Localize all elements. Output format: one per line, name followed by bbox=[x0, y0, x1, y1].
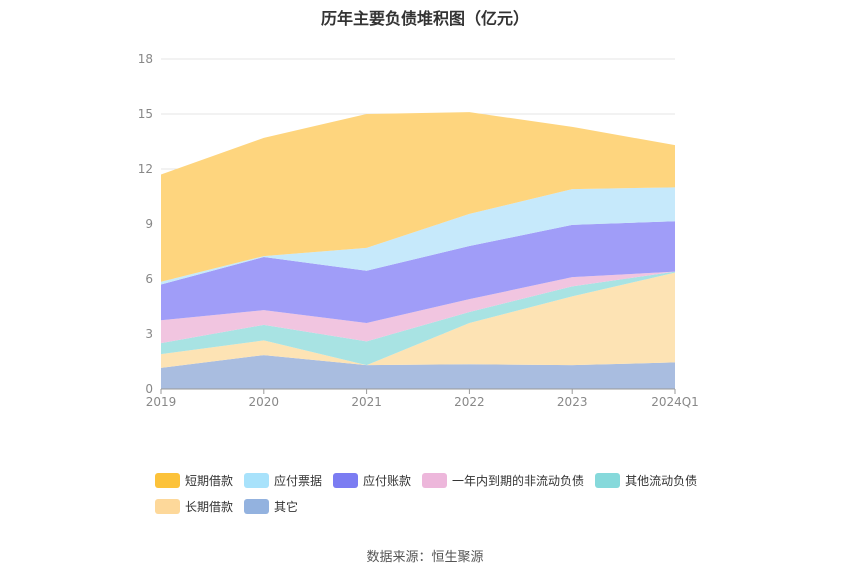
legend-label: 应付账款 bbox=[363, 474, 412, 488]
y-tick-label: 0 bbox=[145, 382, 153, 396]
series-area bbox=[161, 271, 675, 366]
y-tick-label: 9 bbox=[145, 217, 153, 231]
x-tick-label: 2021 bbox=[351, 395, 382, 409]
x-tick-label: 2020 bbox=[249, 395, 280, 409]
y-tick-label: 3 bbox=[145, 327, 153, 341]
data-source-note: 数据来源：恒生聚源 bbox=[366, 550, 484, 565]
series-area bbox=[161, 355, 675, 389]
x-tick-label: 2023 bbox=[557, 395, 588, 409]
legend-item[interactable]: 短期借款 bbox=[155, 472, 233, 489]
legend-swatch bbox=[595, 473, 621, 488]
legend-swatch bbox=[422, 473, 448, 488]
legend-label: 应付票据 bbox=[274, 474, 323, 488]
series-area bbox=[161, 187, 675, 285]
series-area bbox=[161, 272, 675, 368]
legend-swatch bbox=[244, 473, 270, 488]
legend-label: 短期借款 bbox=[185, 474, 234, 488]
legend-item[interactable]: 应付票据 bbox=[244, 472, 322, 489]
legend-label: 其他流动负债 bbox=[625, 474, 698, 488]
legend-item[interactable]: 其他流动负债 bbox=[595, 472, 697, 489]
series-area bbox=[161, 271, 675, 344]
y-tick-label: 6 bbox=[145, 272, 153, 286]
x-tick-label: 2022 bbox=[454, 395, 485, 409]
legend-item[interactable]: 应付账款 bbox=[333, 472, 411, 489]
legend-swatch bbox=[155, 473, 180, 488]
y-tick-label: 12 bbox=[138, 162, 153, 176]
chart-legend: 短期借款 应付票据 应付账款 一年内到期的非流动负债 其他流动负债长期借款 其它 bbox=[155, 472, 715, 524]
legend-swatch bbox=[244, 499, 270, 514]
legend-label: 一年内到期的非流动负债 bbox=[452, 474, 585, 488]
legend-swatch bbox=[333, 473, 359, 488]
legend-swatch bbox=[155, 499, 180, 514]
legend-item[interactable]: 其它 bbox=[244, 498, 298, 515]
series-area bbox=[161, 112, 675, 282]
y-tick-label: 15 bbox=[138, 107, 153, 121]
legend-item[interactable]: 一年内到期的非流动负债 bbox=[422, 472, 584, 489]
y-tick-label: 18 bbox=[138, 52, 153, 66]
legend-label: 长期借款 bbox=[185, 500, 234, 514]
chart-title: 历年主要负债堆积图（亿元） bbox=[320, 9, 529, 28]
legend-item[interactable]: 长期借款 bbox=[155, 498, 233, 515]
legend-label: 其它 bbox=[274, 500, 299, 514]
stacked-area-chart: 0 3 6 9 12 15 18 2019 2020 2021 2022 2023 2024Q1 bbox=[138, 52, 699, 409]
x-tick-label: 2019 bbox=[146, 395, 177, 409]
x-tick-label: 2024Q1 bbox=[651, 395, 699, 409]
series-area bbox=[161, 221, 675, 323]
